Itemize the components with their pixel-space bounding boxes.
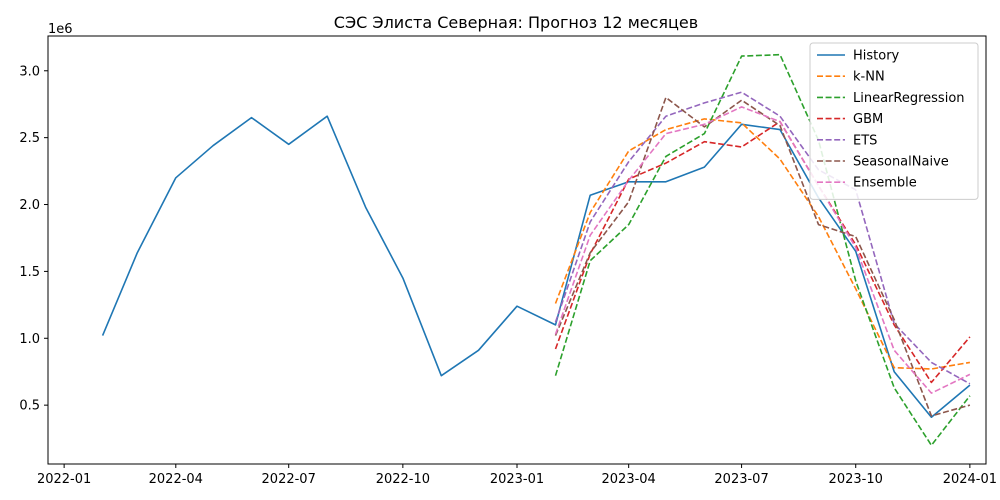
y-tick-label: 2.5 [19,131,40,146]
y-tick-label: 2.0 [19,198,40,213]
y-axis: 0.5 1.0 1.5 2.0 2.5 3.0 [19,64,48,414]
series-line-history [101,115,971,419]
chart-title: СЭС Элиста Северная: Прогноз 12 месяцев [334,13,698,32]
x-tick-label: 2023-01 [490,472,544,487]
legend-label: GBM [853,112,883,127]
y-tick-label: 3.0 [19,64,40,79]
series-line-seasonalnaive [554,96,971,417]
series-line-k-nn [554,118,971,370]
y-tick-label: 0.5 [19,399,40,414]
y-tick-label: 1.0 [19,332,40,347]
legend-label: LinearRegression [853,91,965,106]
x-axis: 2022-01 2022-04 2022-07 2022-10 2023-01 2023-… [37,464,997,487]
x-tick-label: 2022-10 [376,472,430,487]
x-tick-label: 2023-10 [829,472,883,487]
series-line-linearregression [554,53,971,447]
plot-area [101,53,971,447]
legend-label: k-NN [853,70,885,85]
legend-label: History [853,49,900,64]
x-tick-label: 2023-04 [602,472,656,487]
x-tick-label: 2022-01 [37,472,91,487]
x-tick-label: 2022-04 [149,472,203,487]
x-tick-label: 2023-07 [714,472,768,487]
series-line-ensemble [554,106,971,394]
x-tick-label: 2022-07 [262,472,316,487]
y-tick-label: 1.5 [19,265,40,280]
legend-label: ETS [853,133,877,148]
series-line-ets [554,91,971,385]
legend-frame [809,42,979,200]
x-tick-label: 2024-01 [943,472,997,487]
legend: History k-NN LinearRegression GBM ETS Seasona… [809,42,979,200]
legend-label: Ensemble [853,176,917,191]
y-scale-label: 1e6 [48,22,73,37]
legend-label: SeasonalNaive [853,155,949,170]
